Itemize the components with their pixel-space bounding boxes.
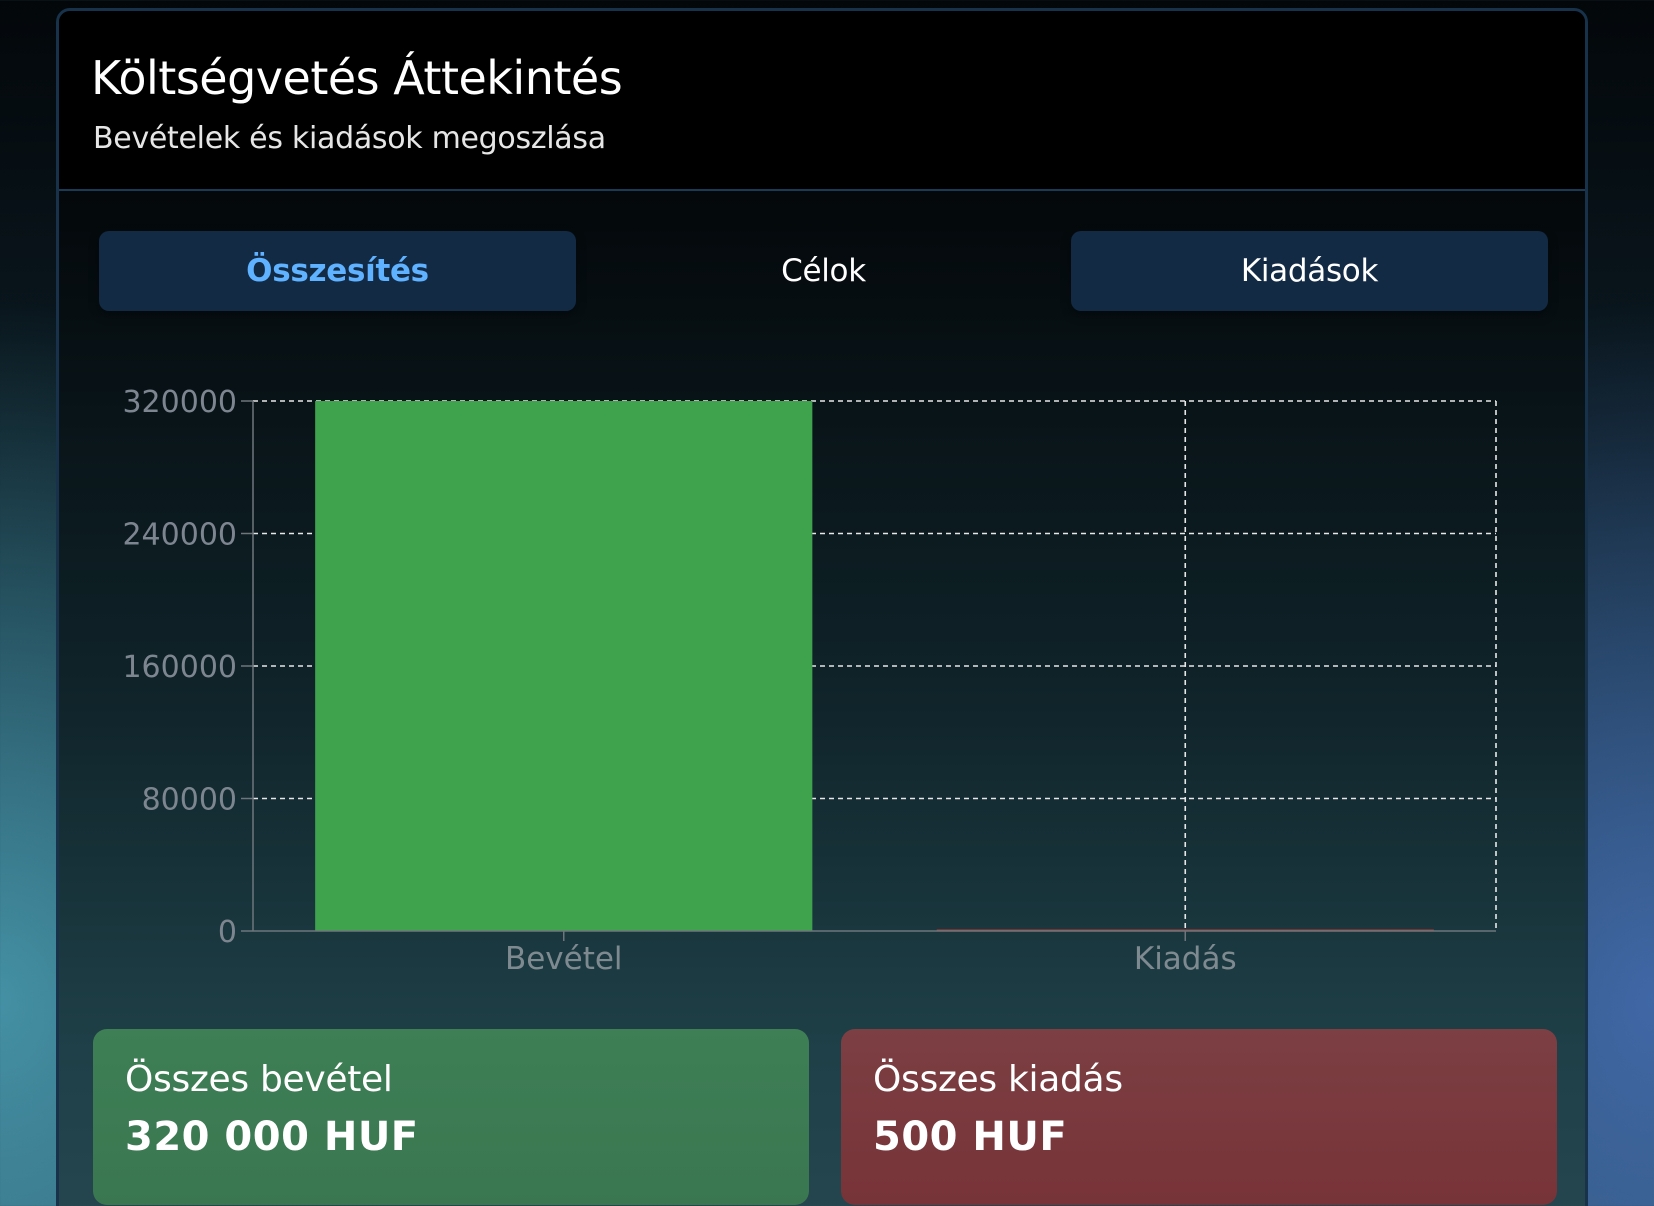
tab-summary[interactable]: Összesítés (99, 231, 576, 311)
x-tick-label: Kiadás (1134, 941, 1237, 977)
bar-income (315, 401, 813, 931)
y-tick-label: 80000 (142, 783, 237, 818)
bar-chart-svg: 0 80000 160000 240000 320000 Bevétel Kiadás (122, 385, 1497, 977)
tab-expenses[interactable]: Kiadások (1071, 231, 1548, 311)
total-income-label: Összes bevétel (125, 1059, 393, 1100)
total-income-card: Összes bevétel 320 000 HUF (93, 1029, 809, 1205)
x-tick-label: Bevétel (505, 941, 623, 977)
page-subtitle: Bevételek és kiadások megoszlása (93, 121, 606, 156)
total-expense-label: Összes kiadás (873, 1059, 1123, 1100)
y-tick-label: 0 (218, 915, 237, 950)
bar-chart: 0 80000 160000 240000 320000 Bevétel Kiadás (59, 351, 1585, 991)
y-tick-label: 160000 (122, 650, 237, 685)
page-title: Költségvetés Áttekintés (91, 51, 623, 105)
budget-overview-card: Költségvetés Áttekintés Bevételek és kia… (56, 8, 1588, 1206)
tab-bar: Összesítés Célok Kiadások (99, 231, 1549, 311)
total-expense-card: Összes kiadás 500 HUF (841, 1029, 1557, 1205)
total-expense-value: 500 HUF (873, 1114, 1068, 1160)
y-tick-label: 240000 (122, 518, 237, 553)
y-tick-label: 320000 (122, 385, 237, 420)
card-header: Költségvetés Áttekintés Bevételek és kia… (59, 11, 1585, 191)
total-income-value: 320 000 HUF (125, 1114, 419, 1160)
tab-goals[interactable]: Célok (781, 253, 866, 289)
